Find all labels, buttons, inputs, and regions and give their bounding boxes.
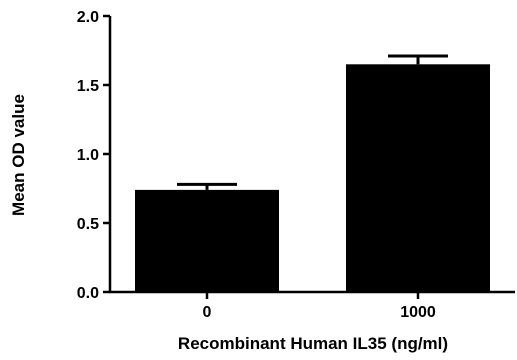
bars bbox=[135, 64, 490, 292]
x-tick-label: 1000 bbox=[400, 304, 436, 321]
y-tick-label: 1.5 bbox=[77, 78, 99, 95]
y-axis: 0.0 0.5 1.0 1.5 2.0 bbox=[77, 9, 112, 302]
bar-0 bbox=[135, 189, 279, 292]
error-bars bbox=[177, 54, 448, 190]
y-tick-label: 0.0 bbox=[77, 285, 99, 302]
y-tick-label: 1.0 bbox=[77, 147, 99, 164]
x-axis: 0 1000 bbox=[109, 290, 515, 321]
y-axis-label: Mean OD value bbox=[9, 94, 28, 216]
bar-1000 bbox=[346, 64, 490, 292]
y-tick-label: 2.0 bbox=[77, 9, 99, 26]
x-axis-label: Recombinant Human IL35 (ng/ml) bbox=[178, 334, 448, 353]
y-tick-label: 0.5 bbox=[77, 216, 99, 233]
x-tick-label: 0 bbox=[203, 304, 212, 321]
